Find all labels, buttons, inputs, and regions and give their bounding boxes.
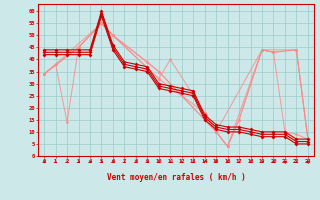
X-axis label: Vent moyen/en rafales ( km/h ): Vent moyen/en rafales ( km/h ) [107, 173, 245, 182]
